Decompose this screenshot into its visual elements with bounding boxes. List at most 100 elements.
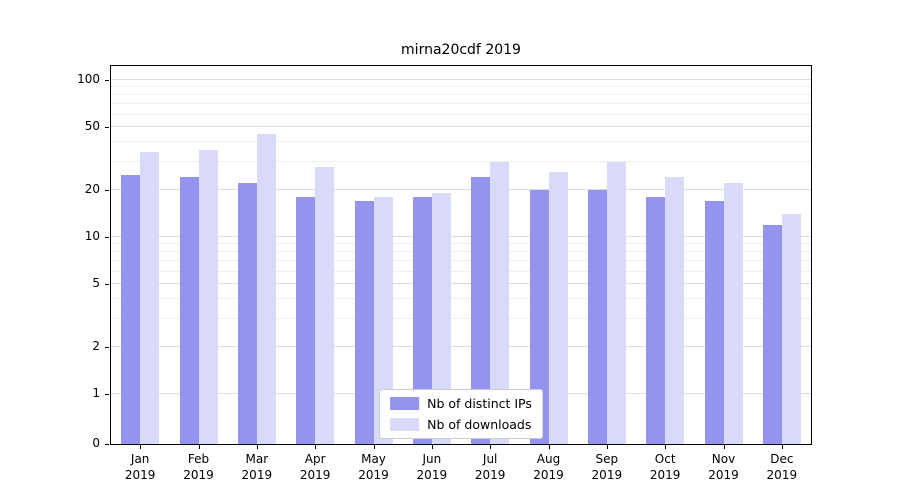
gridline-2 [111, 345, 811, 347]
legend-item-distinct-ips: Nb of distinct IPs [390, 396, 532, 411]
bar-downloads-dec [781, 214, 801, 444]
y-tick-mark-100 [105, 80, 109, 81]
x-tick-month-aug: Aug [536, 452, 561, 466]
x-tick-label-apr: Apr 2019 [283, 451, 347, 483]
bar-downloads-aug [548, 171, 568, 444]
y-tick-mark-2 [105, 346, 109, 348]
bars-layer [111, 66, 811, 444]
bar-distinct-ips-sep [587, 189, 607, 444]
legend-item-downloads: Nb of downloads [390, 417, 532, 432]
y-tick-mark-5 [105, 284, 109, 286]
x-tick-year-dec: 2019 [766, 468, 798, 482]
chart-title: mirna20cdf 2019 [401, 42, 521, 58]
x-tick-year-aug: 2019 [533, 468, 564, 482]
x-tick-mark-nov [723, 445, 725, 449]
gridline-5 [111, 283, 811, 285]
x-tick-month-nov: Nov [711, 452, 736, 466]
x-tick-mark-apr [315, 445, 317, 449]
bar-distinct-ips-mar [237, 183, 257, 444]
y-tick-label-1: 1 [92, 386, 100, 400]
legend: Nb of distinct IPs Nb of downloads [379, 389, 543, 439]
x-tick-month-jul: Jul [482, 452, 498, 466]
x-tick-label-feb: Feb 2019 [167, 451, 231, 483]
x-tick-month-may: May [361, 452, 386, 466]
x-tick-year-sep: 2019 [591, 468, 623, 482]
y-tick-mark-10 [105, 237, 109, 238]
gridline-minor-3 [111, 318, 811, 320]
plot-area: Nb of distinct IPs Nb of downloads [110, 65, 812, 445]
x-tick-label-dec: Dec 2019 [750, 451, 814, 483]
bar-downloads-oct [665, 177, 685, 444]
bar-downloads-nov [723, 183, 743, 444]
x-tick-month-sep: Sep [595, 452, 619, 466]
x-tick-year-jul: 2019 [474, 468, 506, 482]
y-tick-label-20: 20 [84, 181, 100, 196]
bar-distinct-ips-feb [179, 177, 199, 444]
x-tick-month-mar: Mar [245, 452, 269, 466]
x-tick-mark-feb [198, 445, 200, 449]
x-tick-year-jun: 2019 [416, 468, 448, 482]
x-tick-year-oct: 2019 [649, 468, 681, 482]
y-tick-label-0: 0 [92, 436, 100, 450]
x-tick-label-aug: Aug 2019 [517, 451, 581, 483]
gridline-minor-7 [111, 260, 811, 262]
y-tick-label-2: 2 [92, 338, 100, 353]
x-tick-year-may: 2019 [358, 468, 389, 482]
x-tick-month-feb: Feb [187, 452, 210, 466]
x-tick-mark-jan [140, 445, 142, 449]
bar-distinct-ips-may [354, 200, 374, 444]
x-tick-label-oct: Oct 2019 [633, 451, 697, 483]
y-tick-mark-1 [105, 394, 109, 395]
gridline-50 [111, 126, 811, 128]
gridline-minor-8 [111, 251, 811, 253]
x-tick-mark-aug [548, 445, 550, 449]
gridline-minor-9 [111, 243, 811, 245]
x-tick-month-jun: Jun [422, 452, 442, 466]
x-tick-label-mar: Mar 2019 [225, 451, 289, 483]
y-tick-mark-20 [105, 189, 109, 191]
bar-distinct-ips-aug [529, 189, 549, 444]
x-tick-mark-may [373, 445, 375, 449]
bar-downloads-mar [256, 134, 276, 444]
bar-distinct-ips-oct [646, 196, 666, 444]
bar-downloads-may [373, 196, 393, 444]
legend-label-distinct-ips: Nb of distinct IPs [427, 396, 532, 411]
bar-downloads-jun [431, 193, 451, 444]
x-tick-month-apr: Apr [304, 452, 326, 466]
gridline-minor-90 [111, 86, 811, 88]
x-tick-mark-dec [781, 445, 783, 449]
bar-distinct-ips-nov [704, 200, 724, 444]
y-tick-label-5: 5 [92, 276, 100, 291]
y-tick-mark-0 [105, 444, 109, 445]
x-tick-label-may: May 2019 [342, 451, 406, 483]
gridline-minor-30 [111, 161, 811, 163]
bar-distinct-ips-jan [121, 174, 141, 444]
gridline-10 [111, 236, 811, 237]
bar-distinct-ips-jul [471, 177, 491, 444]
x-tick-year-nov: 2019 [708, 468, 739, 482]
x-tick-month-jan: Jan [130, 452, 150, 466]
bar-distinct-ips-jun [412, 196, 432, 444]
gridline-100 [111, 79, 811, 80]
x-tick-mark-mar [256, 445, 258, 449]
x-tick-mark-jul [490, 445, 492, 449]
x-tick-label-jun: Jun 2019 [400, 451, 464, 483]
x-tick-year-mar: 2019 [241, 468, 273, 482]
x-tick-mark-sep [606, 445, 608, 449]
bar-downloads-feb [198, 149, 218, 444]
y-tick-label-50: 50 [84, 119, 100, 134]
legend-swatch-distinct-ips [390, 397, 420, 410]
x-tick-mark-oct [665, 445, 667, 449]
gridline-minor-70 [111, 103, 811, 105]
x-tick-label-jul: Jul 2019 [458, 451, 522, 483]
bar-downloads-jul [490, 162, 510, 444]
x-tick-year-jan: 2019 [124, 468, 156, 482]
y-tick-label-10: 10 [84, 229, 100, 243]
bar-distinct-ips-apr [296, 196, 316, 444]
bar-downloads-sep [606, 162, 626, 444]
x-tick-label-nov: Nov 2019 [692, 451, 756, 483]
gridline-minor-60 [111, 113, 811, 115]
x-tick-year-apr: 2019 [299, 468, 331, 482]
x-tick-month-oct: Oct [654, 452, 676, 466]
